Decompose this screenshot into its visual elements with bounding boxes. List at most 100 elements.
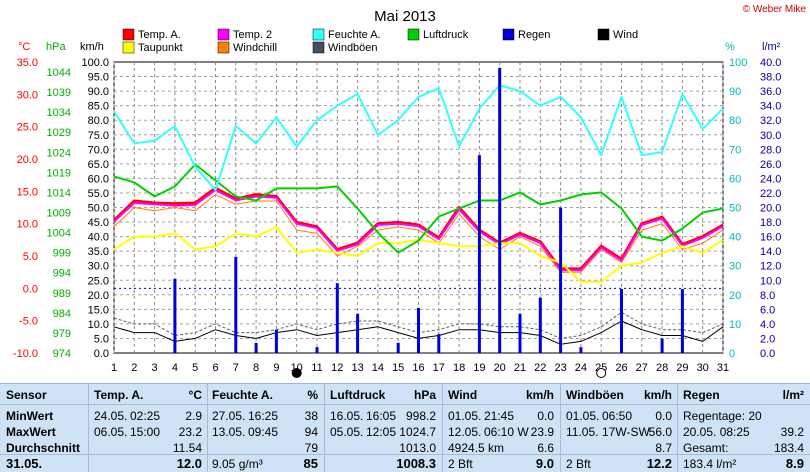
- legend-swatch: [217, 41, 230, 54]
- gust-value: 56.0: [648, 425, 672, 439]
- humidity-tick: 0: [729, 348, 735, 360]
- press-value: 1008.3: [396, 456, 436, 471]
- x-tick-label: 15: [392, 362, 404, 374]
- summary-row: MinWert 24.05. 02:25 2.9 27.05. 16:25 38 16.05.…: [0, 408, 810, 424]
- gust-value: 8.7: [655, 441, 672, 455]
- hum-value: 85: [303, 456, 318, 471]
- col-divider: [88, 384, 89, 472]
- wind-tick: 85.0: [88, 101, 109, 113]
- pressure-tick: 999: [53, 248, 71, 260]
- x-tick-label: 2: [131, 362, 137, 374]
- row-label: 31.05.: [6, 456, 43, 471]
- full-moon-icon: [596, 368, 607, 378]
- x-tick-label: 26: [615, 362, 627, 374]
- pressure-tick: 1024: [47, 147, 71, 159]
- temp-value: 23.2: [178, 425, 202, 439]
- summary-last-row-divider: [0, 454, 810, 455]
- x-tick-label: 1: [111, 362, 117, 374]
- x-tick-label: 6: [212, 362, 218, 374]
- temp-value: 2.9: [185, 409, 202, 423]
- humidity-tick: 80: [729, 115, 741, 127]
- press-unit: hPa: [413, 388, 436, 402]
- pressure-tick: 974: [53, 348, 71, 360]
- wind-time: 21:45: [484, 409, 515, 423]
- rain-bar: [254, 342, 258, 353]
- col-divider: [560, 384, 561, 472]
- wind-tick: 45.0: [88, 217, 109, 229]
- hum-time: 16:25: [248, 409, 279, 423]
- summary-header-row: Sensor Temp. A. °C Feuchte A. % Luftdruc…: [0, 387, 810, 403]
- press-date: 16.05.: [330, 409, 364, 423]
- pressure-tick: 994: [53, 268, 71, 280]
- x-tick-label: 14: [372, 362, 384, 374]
- legend-label: Taupunkt: [138, 42, 183, 54]
- chart-title: Mai 2013: [374, 8, 436, 25]
- wind-tick: 30.0: [88, 261, 109, 273]
- gust-time: 06:50: [602, 409, 633, 423]
- gust-value: 0.0: [655, 409, 672, 423]
- temp-value: 11.54: [172, 441, 202, 455]
- wind-tick: 60.0: [88, 173, 109, 185]
- chart-svg: Mai 2013 © Weber Mike Temp. A. Temp. 2 Feuch…: [13, 4, 806, 378]
- hum-time: 09:45: [248, 425, 279, 439]
- rain-tick: 30.0: [760, 130, 781, 142]
- hum-header: Feuchte A.: [212, 388, 273, 402]
- rain-unit: l/m²: [782, 388, 804, 402]
- hum-value: 38: [304, 409, 318, 423]
- wind-date: 12.05.: [448, 425, 482, 439]
- rain-tick: 0.0: [760, 348, 775, 360]
- temp-date: 06.05.: [94, 425, 128, 439]
- rain-bar: [417, 307, 420, 353]
- pressure-tick: 1009: [47, 208, 71, 220]
- x-tick-label: 29: [676, 362, 688, 374]
- rain-bar: [518, 313, 522, 353]
- gust-date: 2 Bft: [566, 457, 591, 471]
- pressure-tick: 984: [53, 308, 71, 320]
- x-tick-label: 18: [453, 362, 465, 374]
- gust-date: 01.05.: [566, 409, 600, 423]
- rain-tick: 34.0: [760, 101, 781, 113]
- rain-text: 183.4 l/m²: [683, 457, 737, 471]
- press-value: 1024.7: [399, 425, 436, 439]
- x-tick-label: 23: [554, 362, 566, 374]
- temp-tick: 0.0: [23, 283, 38, 295]
- wind-value: 9.0: [535, 456, 554, 471]
- wind-value: 6.6: [537, 441, 554, 455]
- legend-swatch: [597, 28, 610, 41]
- temp-tick: 20.0: [17, 154, 38, 166]
- legend-label: Feuchte A.: [328, 29, 381, 41]
- wind-date: 4924.5 km: [448, 441, 505, 455]
- x-tick-label: 9: [273, 362, 279, 374]
- humidity-tick: 20: [729, 290, 741, 302]
- rain-tick: 22.0: [760, 188, 781, 200]
- x-tick-label: 8: [253, 362, 259, 374]
- humidity-tick: 40: [729, 232, 741, 244]
- pressure-tick: 1019: [47, 167, 71, 179]
- rain-text: Regentage: 20: [683, 409, 762, 423]
- x-tick-label: 13: [351, 362, 363, 374]
- rain-bar: [680, 288, 684, 353]
- gust-date: 11.05.: [566, 425, 599, 439]
- rain-value: [770, 408, 804, 424]
- wind-tick: 90.0: [88, 86, 109, 98]
- pressure-tick: 1029: [47, 127, 71, 139]
- temp-tick: 15.0: [17, 186, 38, 198]
- humidity-tick: 50: [729, 203, 741, 215]
- summary-table: Sensor Temp. A. °C Feuchte A. % Luftdruc…: [0, 383, 810, 472]
- wind-tick: 55.0: [88, 188, 109, 200]
- wind-tick: 100.0: [81, 57, 109, 69]
- press-time: 12:05: [366, 425, 397, 439]
- summary-row: MaxWert 06.05. 15:00 23.2 13.05. 09:45 94 05.05…: [0, 424, 810, 440]
- pressure-axis-unit: hPa: [46, 41, 66, 53]
- rain-tick: 10.0: [760, 275, 781, 287]
- rain-tick: 38.0: [760, 72, 781, 84]
- legend-label: Luftdruck: [423, 29, 469, 41]
- gust-unit: km/h: [643, 388, 672, 402]
- x-tick-label: 27: [636, 362, 648, 374]
- rain-bar: [620, 288, 623, 353]
- legend-swatch: [312, 28, 325, 41]
- gust-time: 17W-SW: [602, 425, 650, 439]
- x-tick-label: 7: [233, 362, 239, 374]
- wind-tick: 75.0: [88, 130, 109, 142]
- rain-value: 39.2: [780, 425, 804, 439]
